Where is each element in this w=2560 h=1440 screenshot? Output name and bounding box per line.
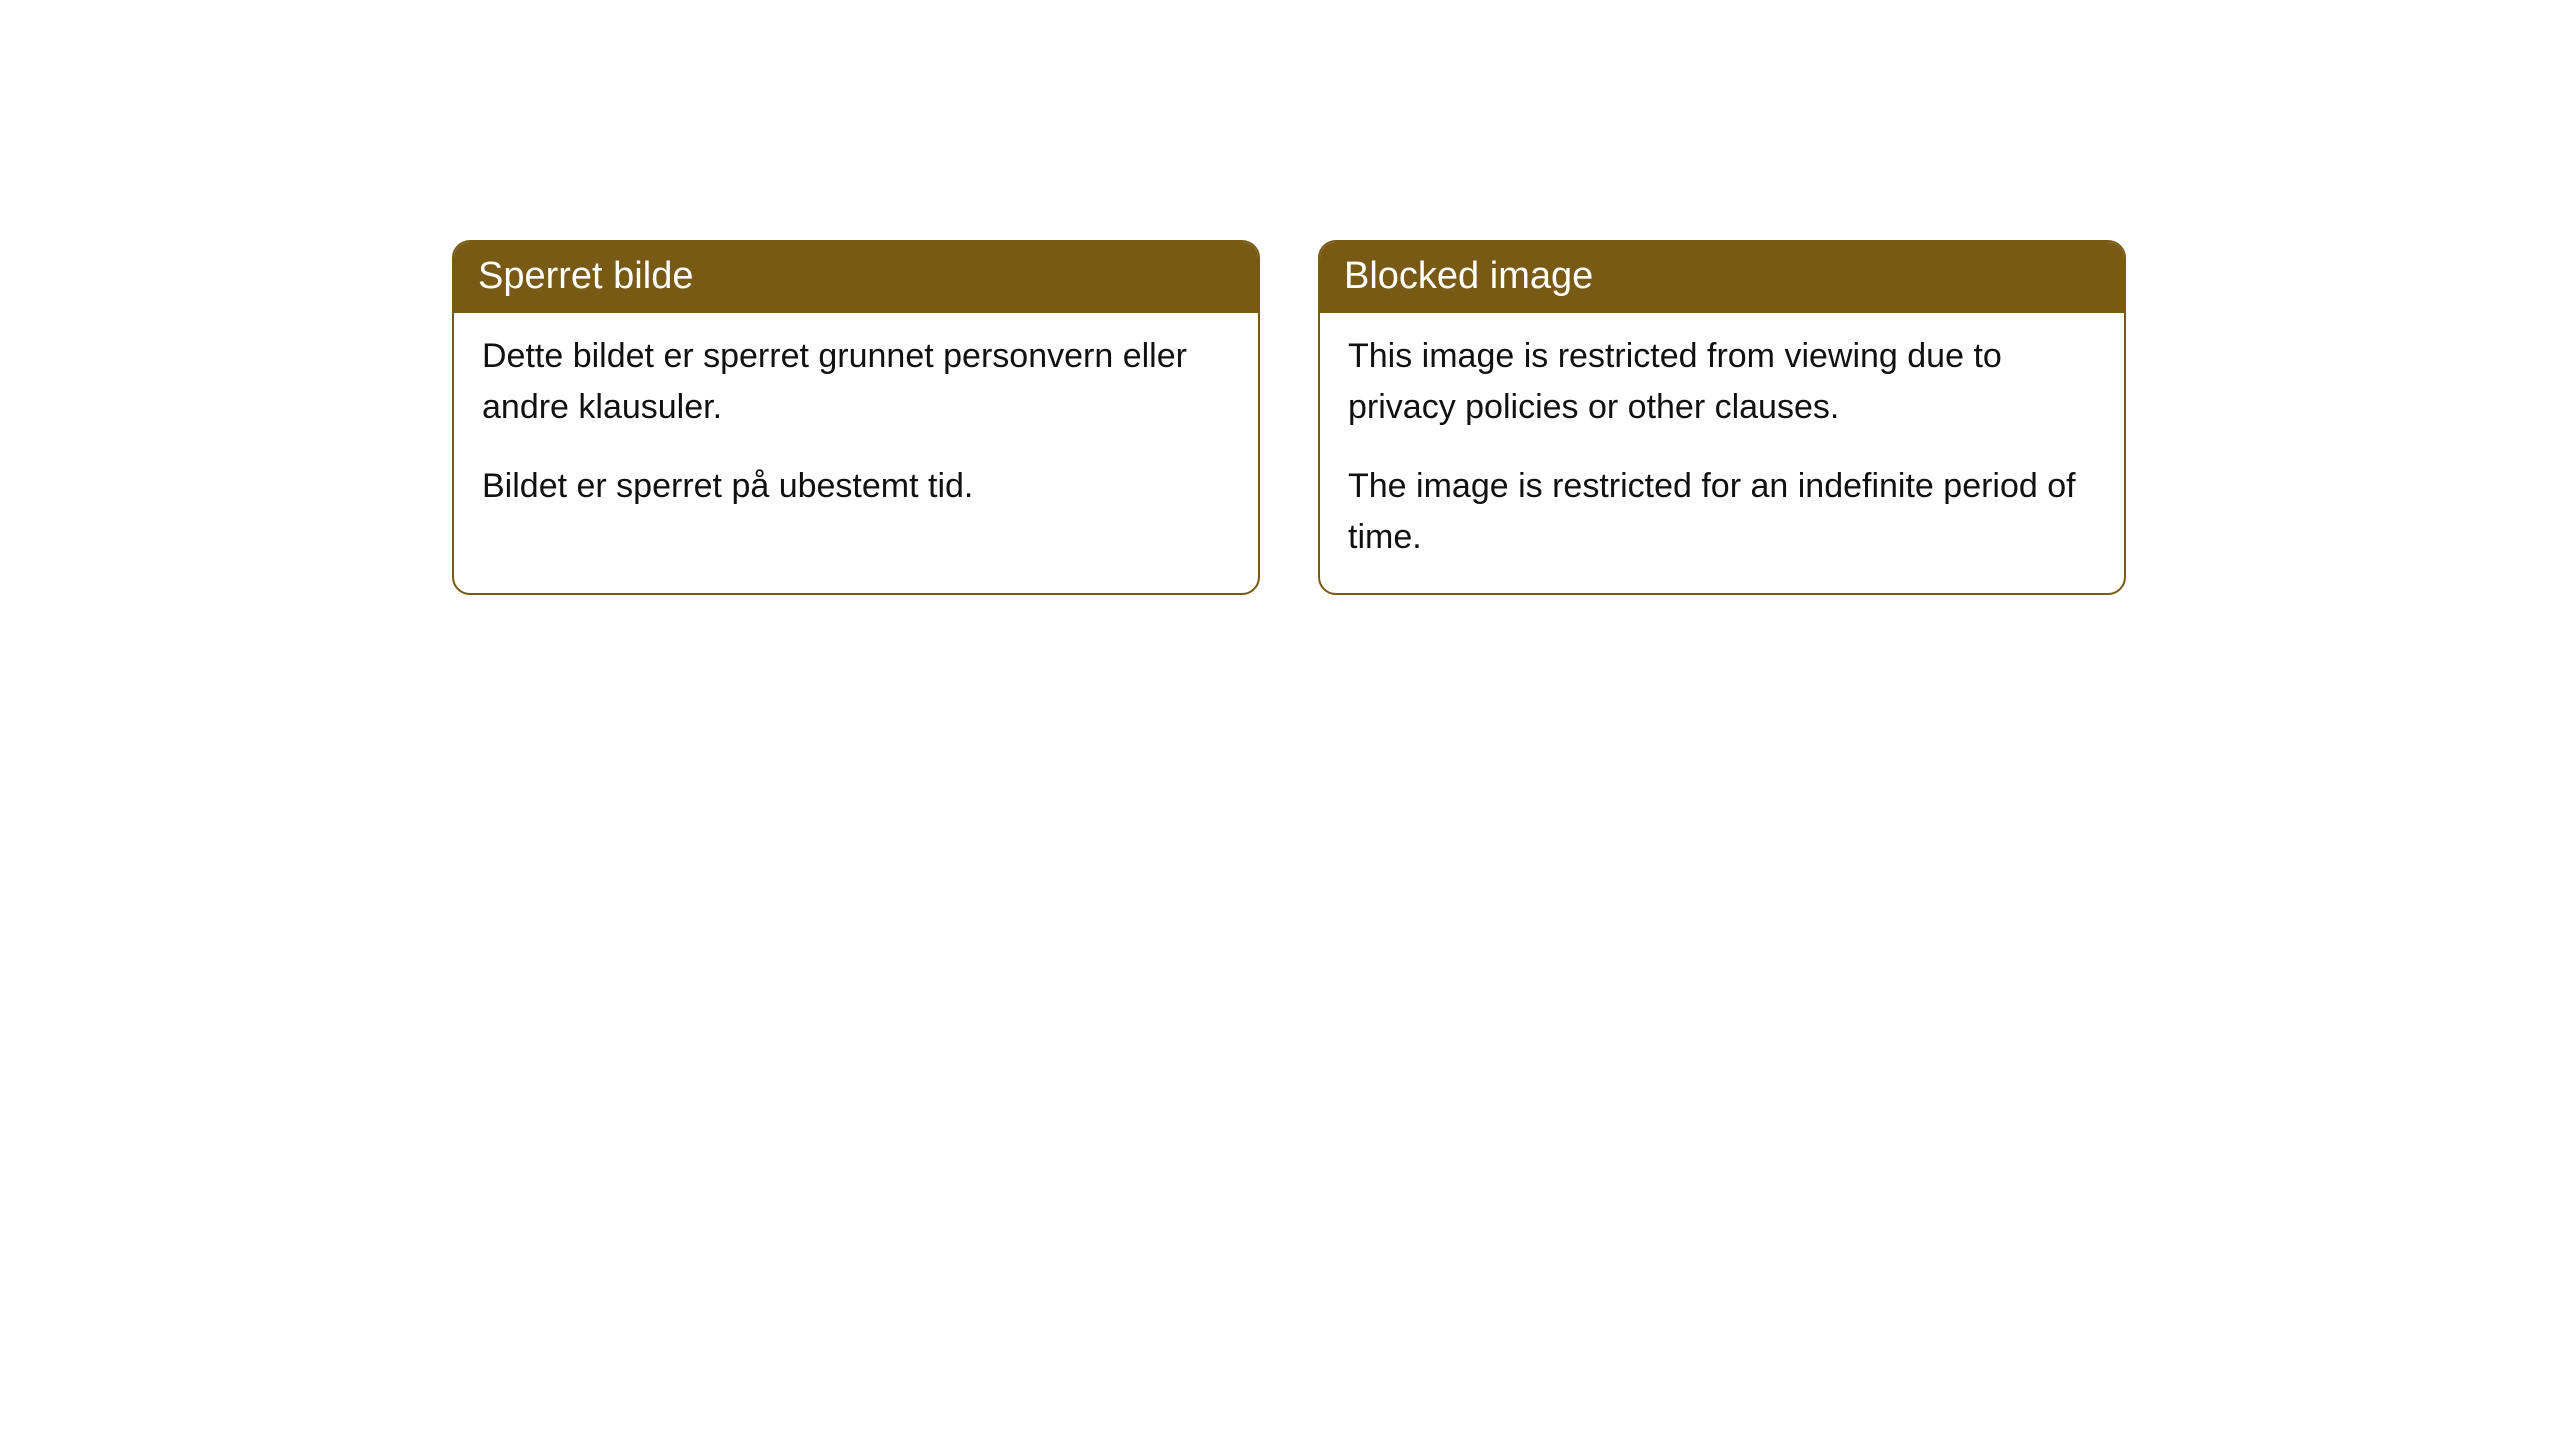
blocked-image-notice-en: Blocked image This image is restricted f… xyxy=(1318,240,2126,595)
blocked-image-notice-nb: Sperret bilde Dette bildet er sperret gr… xyxy=(452,240,1260,595)
card-title: Blocked image xyxy=(1320,242,2124,313)
card-body: This image is restricted from viewing du… xyxy=(1320,313,2124,593)
notice-text-2: The image is restricted for an indefinit… xyxy=(1348,461,2096,563)
card-title: Sperret bilde xyxy=(454,242,1258,313)
notice-text-1: This image is restricted from viewing du… xyxy=(1348,331,2096,433)
card-body: Dette bildet er sperret grunnet personve… xyxy=(454,313,1258,542)
notice-text-2: Bildet er sperret på ubestemt tid. xyxy=(482,461,1230,512)
notice-text-1: Dette bildet er sperret grunnet personve… xyxy=(482,331,1230,433)
notice-cards-container: Sperret bilde Dette bildet er sperret gr… xyxy=(0,0,2560,595)
